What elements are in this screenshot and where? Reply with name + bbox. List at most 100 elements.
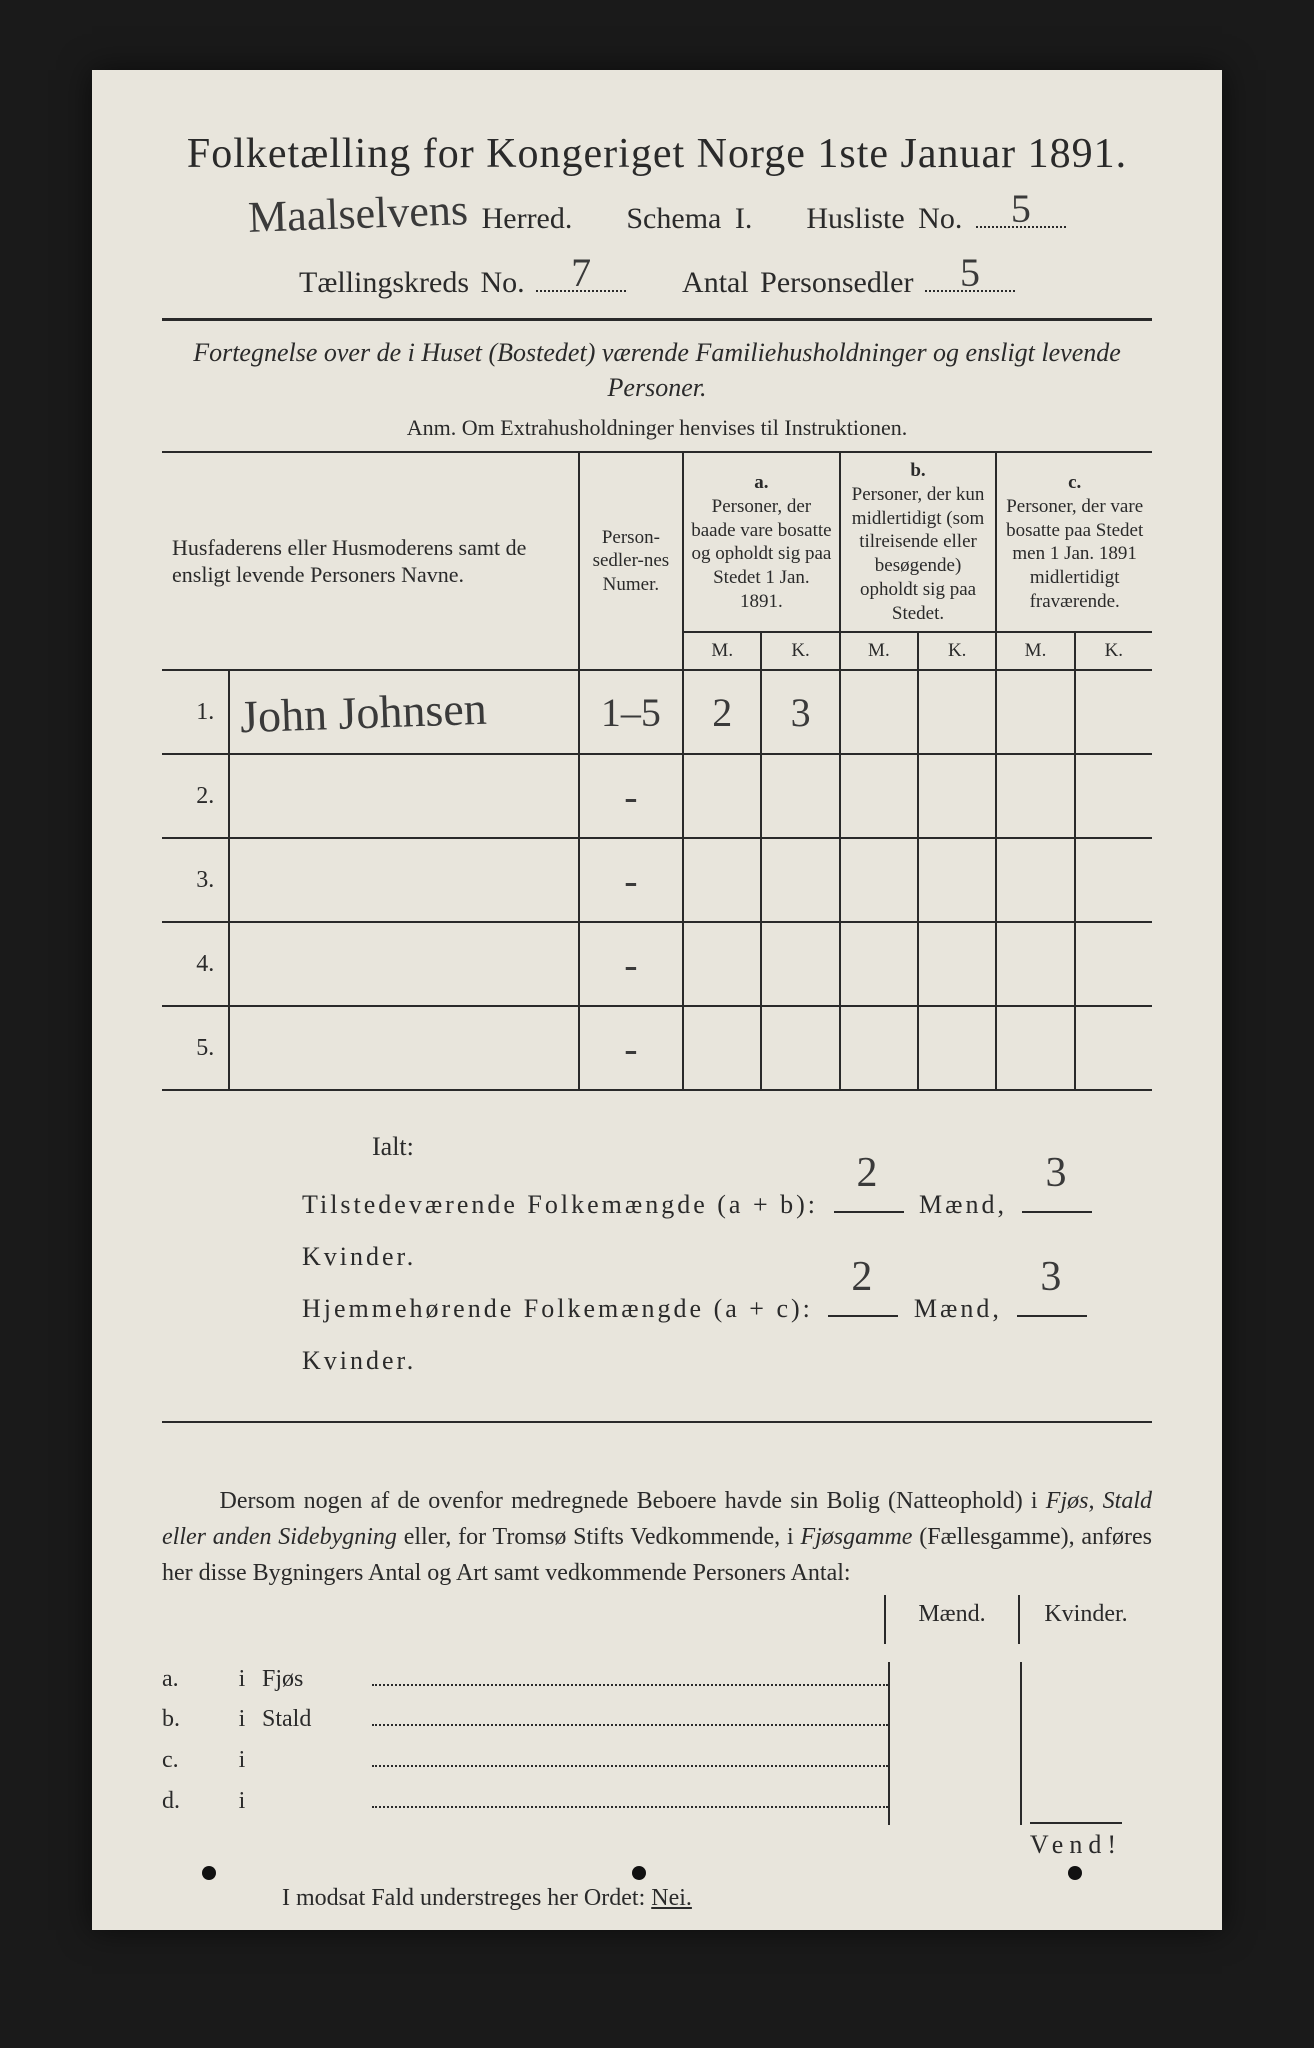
row-c-m — [996, 838, 1074, 922]
fjos-i: i — [222, 1788, 262, 1815]
kvinder-label-1: Kvinder. — [302, 1242, 416, 1271]
household-table: Husfaderens eller Husmoderens samt de en… — [162, 453, 1152, 1091]
subtitle: Fortegnelse over de i Huset (Bostedet) v… — [192, 335, 1122, 405]
head-c-k: K. — [1075, 632, 1152, 670]
anm-note: Anm. Om Extrahusholdninger henvises til … — [162, 415, 1152, 441]
fjos-col-m — [890, 1662, 1020, 1824]
fjos-dots — [372, 1743, 888, 1767]
table-row: 2.- — [162, 754, 1152, 838]
nei-text: I modsat Fald understreges her Ordet: — [282, 1885, 651, 1911]
para-t2: eller, for Tromsø Stifts Vedkommende, i — [404, 1524, 801, 1550]
row-c-m — [996, 922, 1074, 1006]
side-building-paragraph: Dersom nogen af de ovenfor medregnede Be… — [162, 1483, 1152, 1591]
ab-m-value: 2 — [857, 1131, 881, 1215]
row-b-m — [840, 838, 918, 922]
col-head-pers: Person-sedler-nes Numer. — [579, 453, 683, 670]
row-c-k — [1075, 922, 1152, 1006]
ialt-label: Ialt: — [372, 1121, 1152, 1173]
row-a-k: 3 — [761, 670, 839, 754]
row-pers: - — [579, 922, 683, 1006]
col-a-text: Personer, der baade vare bosatte og opho… — [691, 496, 831, 612]
row-b-k — [918, 838, 996, 922]
fjos-header: Mænd. Kvinder. — [162, 1595, 1152, 1644]
head-b-m: M. — [840, 632, 918, 670]
antal-value: 5 — [960, 249, 980, 296]
row-b-k — [918, 754, 996, 838]
kreds-value: 7 — [571, 249, 591, 296]
col-c-letter: c. — [1068, 472, 1081, 493]
col-head-c: c. Personer, der vare bosatte paa Stedet… — [996, 453, 1152, 632]
punch-hole — [202, 1866, 216, 1880]
fjos-i: i — [222, 1706, 262, 1733]
col-c-text: Personer, der vare bosatte paa Stedet me… — [1006, 496, 1143, 612]
row-name — [229, 754, 578, 838]
ab-k-slot: 3 — [1022, 1185, 1092, 1213]
fjos-row: d.i — [162, 1784, 888, 1815]
col-head-a: a. Personer, der baade vare bosatte og o… — [683, 453, 840, 632]
divider-thin-2 — [162, 1421, 1152, 1423]
head-a-k: K. — [761, 632, 839, 670]
fjos-row: c.i — [162, 1743, 888, 1774]
table-row: 5.- — [162, 1006, 1152, 1090]
row-c-k — [1075, 754, 1152, 838]
fjos-table: a.iFjøsb.iStaldc.id.i — [162, 1662, 1152, 1824]
row-num: 3. — [162, 838, 229, 922]
row-name — [229, 922, 578, 1006]
row-a-k — [761, 1006, 839, 1090]
row-num: 5. — [162, 1006, 229, 1090]
kreds-label: Tællingskreds No. — [299, 266, 525, 299]
ab-m-slot: 2 — [834, 1185, 904, 1213]
fjos-lab: d. — [162, 1788, 222, 1815]
fjos-lab: b. — [162, 1706, 222, 1733]
para-t1: Dersom nogen af de ovenfor medregnede Be… — [219, 1488, 1045, 1514]
fjos-lab: a. — [162, 1666, 222, 1693]
para-i2: Fjøsgamme — [800, 1524, 912, 1550]
fjos-row: b.iStald — [162, 1703, 888, 1734]
row-b-k — [918, 670, 996, 754]
punch-hole — [1068, 1866, 1082, 1880]
row-a-k — [761, 754, 839, 838]
head-b-k: K. — [918, 632, 996, 670]
herred-label: Herred. — [482, 202, 573, 235]
row-c-k — [1075, 670, 1152, 754]
row-pers: - — [579, 838, 683, 922]
fjos-rows: a.iFjøsb.iStaldc.id.i — [162, 1662, 888, 1824]
totals-block: Ialt: Tilstedeværende Folkemængde (a + b… — [302, 1121, 1152, 1387]
col-b-text: Personer, der kun midlertidigt (som tilr… — [852, 484, 985, 624]
table-row: 3. - — [162, 838, 1152, 922]
row-c-k — [1075, 1006, 1152, 1090]
fjos-lab: c. — [162, 1747, 222, 1774]
row-a-k — [761, 922, 839, 1006]
herred-handwritten: Maalselvens — [247, 184, 469, 243]
kreds-field: 7 — [536, 257, 626, 292]
ab-label: Tilstedeværende Folkemængde (a + b): — [302, 1190, 818, 1219]
ab-k-value: 3 — [1045, 1131, 1069, 1215]
row-a-m — [683, 838, 761, 922]
row-c-m — [996, 670, 1074, 754]
row-c-m — [996, 754, 1074, 838]
row-num: 4. — [162, 922, 229, 1006]
row-num: 1. — [162, 670, 229, 754]
fjos-i: i — [222, 1747, 262, 1774]
divider — [162, 318, 1152, 321]
header-line-2: Maalselvens Herred. Schema I. Husliste N… — [162, 188, 1152, 239]
fjos-right — [888, 1662, 1152, 1824]
antal-label: Antal Personsedler — [682, 266, 913, 299]
row-c-k — [1075, 838, 1152, 922]
row-name — [229, 1006, 578, 1090]
census-form: Folketælling for Kongeriget Norge 1ste J… — [92, 70, 1222, 1930]
col-b-letter: b. — [910, 460, 925, 481]
page-background: Folketælling for Kongeriget Norge 1ste J… — [0, 0, 1314, 2048]
schema-label: Schema I. — [626, 202, 752, 235]
fjos-col-k — [1020, 1662, 1152, 1824]
row-c-m — [996, 1006, 1074, 1090]
row-a-m — [683, 754, 761, 838]
row-b-m — [840, 1006, 918, 1090]
fjos-head-m: Mænd. — [884, 1595, 1018, 1644]
maend-label-2: Mænd, — [914, 1294, 1002, 1323]
row-pers: 1–5 — [579, 670, 683, 754]
fjos-dots — [372, 1703, 888, 1727]
head-a-m: M. — [683, 632, 761, 670]
row-b-m — [840, 754, 918, 838]
head-c-m: M. — [996, 632, 1074, 670]
